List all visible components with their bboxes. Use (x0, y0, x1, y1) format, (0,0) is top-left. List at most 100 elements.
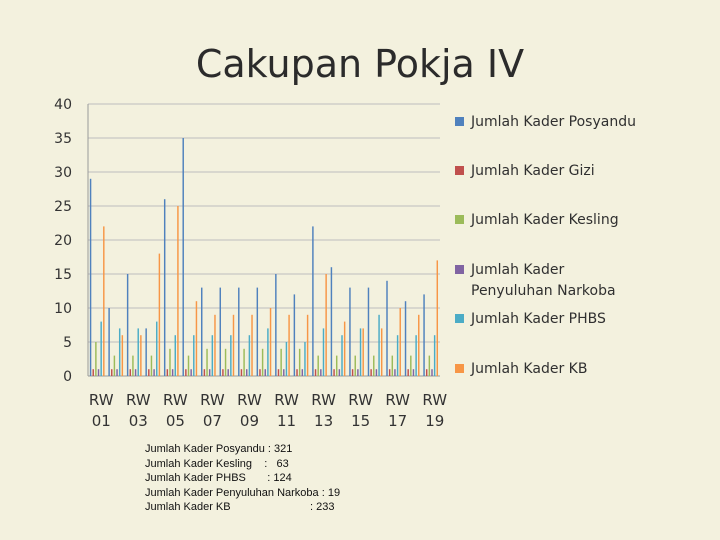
bar-jumlah-kader-posyandu (330, 267, 333, 376)
bar-jumlah-kader-gizi (314, 369, 317, 376)
legend-label-posyandu: Jumlah Kader Posyandu (471, 114, 636, 130)
bar-jumlah-kader-kb (269, 308, 272, 376)
note-penyuluhan-narkoba: Jumlah Kader Penyuluhan Narkoba : 19 (145, 486, 341, 499)
bar-jumlah-kader-kesling (187, 355, 190, 376)
bar-jumlah-kader-phbs (174, 335, 176, 376)
bar-jumlah-kader-kb (418, 314, 420, 376)
bar-jumlah-kader-gizi (148, 369, 150, 376)
bar-jumlah-kader-kesling (373, 355, 375, 376)
bar-jumlah-kader-kesling (391, 355, 394, 376)
bar-jumlah-kader-gizi (185, 369, 187, 376)
bar-jumlah-kader-posyandu (163, 199, 166, 376)
bar-jumlah-kader-penyuluhan-narkoba (320, 369, 322, 376)
x-tick-label: RW (89, 391, 114, 409)
bar-jumlah-kader-kb (399, 308, 401, 376)
bar-jumlah-kader-kesling (113, 355, 116, 376)
bar-jumlah-kader-gizi (166, 369, 169, 376)
bar-jumlah-kader-penyuluhan-narkoba (97, 369, 100, 376)
bar-jumlah-kader-kb (251, 314, 253, 376)
bar-jumlah-kader-kb (362, 328, 364, 376)
bar-jumlah-kader-penyuluhan-narkoba (246, 369, 248, 376)
note-phbs: Jumlah Kader PHBS : 124 (145, 472, 292, 485)
bar-jumlah-kader-penyuluhan-narkoba (394, 369, 396, 376)
x-tick-label: RW (274, 391, 299, 409)
bar-jumlah-kader-phbs (118, 328, 121, 376)
bar-jumlah-kader-phbs (156, 321, 158, 376)
x-tick-label: RW (237, 391, 262, 409)
bar-jumlah-kader-phbs (211, 335, 214, 376)
bar-jumlah-kader-kb (177, 206, 179, 376)
bar-jumlah-kader-phbs (248, 335, 251, 376)
legend-label-penyuluhan-narkoba: Jumlah Kader Penyuluhan Narkoba (471, 262, 616, 299)
bar-jumlah-kader-penyuluhan-narkoba (190, 369, 192, 376)
x-tick-label: 01 (92, 412, 111, 430)
legend-swatch-phbs (455, 314, 464, 323)
bar-jumlah-kader-kb (232, 314, 235, 376)
bar-jumlah-kader-phbs (193, 335, 195, 376)
y-tick-label: 40 (54, 97, 72, 113)
legend-swatch-posyandu (455, 117, 464, 126)
bar-jumlah-kader-kesling (224, 348, 227, 376)
bar-jumlah-kader-penyuluhan-narkoba (283, 369, 285, 376)
bar-jumlah-kader-kb (121, 335, 124, 376)
legend-label-kesling: Jumlah Kader Kesling (471, 212, 619, 228)
y-tick-label: 10 (54, 301, 72, 317)
bar-jumlah-kader-penyuluhan-narkoba (375, 369, 378, 376)
bar-jumlah-kader-kb (325, 274, 327, 376)
bar-jumlah-kader-gizi (407, 369, 409, 376)
note-kb: Jumlah Kader KB : 233 (145, 501, 335, 514)
bar-jumlah-kader-posyandu (367, 287, 370, 376)
bar-jumlah-kader-kesling (280, 348, 282, 376)
bar-jumlah-kader-posyandu (219, 287, 221, 376)
bar-jumlah-kader-kesling (206, 348, 208, 376)
bar-jumlah-kader-posyandu (423, 294, 425, 376)
bar-jumlah-kader-kesling (169, 348, 171, 376)
bar-jumlah-kader-gizi (351, 369, 354, 376)
bar-jumlah-kader-penyuluhan-narkoba (264, 369, 266, 376)
x-tick-label: 13 (314, 412, 333, 430)
note-posyandu: Jumlah Kader Posyandu : 321 (145, 443, 293, 455)
bar-jumlah-kader-kb (214, 314, 216, 376)
x-tick-label: 05 (166, 412, 185, 430)
bar-jumlah-kader-kb (195, 301, 198, 376)
bar-jumlah-kader-phbs (359, 328, 362, 376)
bar-jumlah-kader-kesling (243, 348, 245, 376)
bar-jumlah-kader-phbs (433, 335, 436, 376)
bar-jumlah-kader-penyuluhan-narkoba (338, 369, 341, 376)
bar-jumlah-kader-phbs (304, 342, 306, 376)
legend-swatch-gizi (455, 166, 464, 175)
bar-jumlah-kader-gizi (277, 369, 280, 376)
bar-jumlah-kader-phbs (341, 335, 343, 376)
bar-jumlah-kader-phbs (378, 314, 380, 376)
bar-jumlah-kader-gizi (240, 369, 243, 376)
legend-label-gizi: Jumlah Kader Gizi (471, 163, 595, 179)
bar-jumlah-kader-gizi (259, 369, 261, 376)
bar-jumlah-kader-phbs (285, 342, 288, 376)
bar-jumlah-kader-gizi (92, 369, 94, 376)
bar-jumlah-kader-posyandu (182, 138, 184, 376)
bar-jumlah-kader-gizi (203, 369, 206, 376)
bar-jumlah-kader-gizi (370, 369, 372, 376)
bar-jumlah-kader-kb (436, 260, 439, 376)
legend-label-kb: Jumlah Kader KB (471, 361, 588, 377)
bar-jumlah-kader-posyandu (404, 301, 407, 376)
bar-jumlah-kader-posyandu (256, 287, 259, 376)
y-tick-label: 35 (54, 131, 72, 147)
legend-swatch-kb (455, 364, 464, 373)
note-kesling: Jumlah Kader Kesling : 63 (145, 457, 289, 470)
bar-jumlah-kader-phbs (396, 335, 399, 376)
x-tick-label: RW (126, 391, 151, 409)
bar-jumlah-kader-phbs (322, 328, 325, 376)
bar-jumlah-kader-posyandu (108, 308, 110, 376)
bar-jumlah-kader-gizi (296, 369, 298, 376)
bar-jumlah-kader-kesling (317, 355, 319, 376)
legend-swatch-penyuluhan-narkoba (455, 265, 464, 274)
bar-jumlah-kader-penyuluhan-narkoba (227, 369, 229, 376)
x-tick-label: 15 (351, 412, 370, 430)
bar-jumlah-kader-posyandu (145, 328, 147, 376)
bar-jumlah-kader-kesling (95, 342, 97, 376)
x-tick-label: 09 (240, 412, 259, 430)
bar-jumlah-kader-gizi (111, 369, 113, 376)
bar-jumlah-kader-kesling (298, 348, 301, 376)
bar-jumlah-kader-penyuluhan-narkoba (357, 369, 359, 376)
